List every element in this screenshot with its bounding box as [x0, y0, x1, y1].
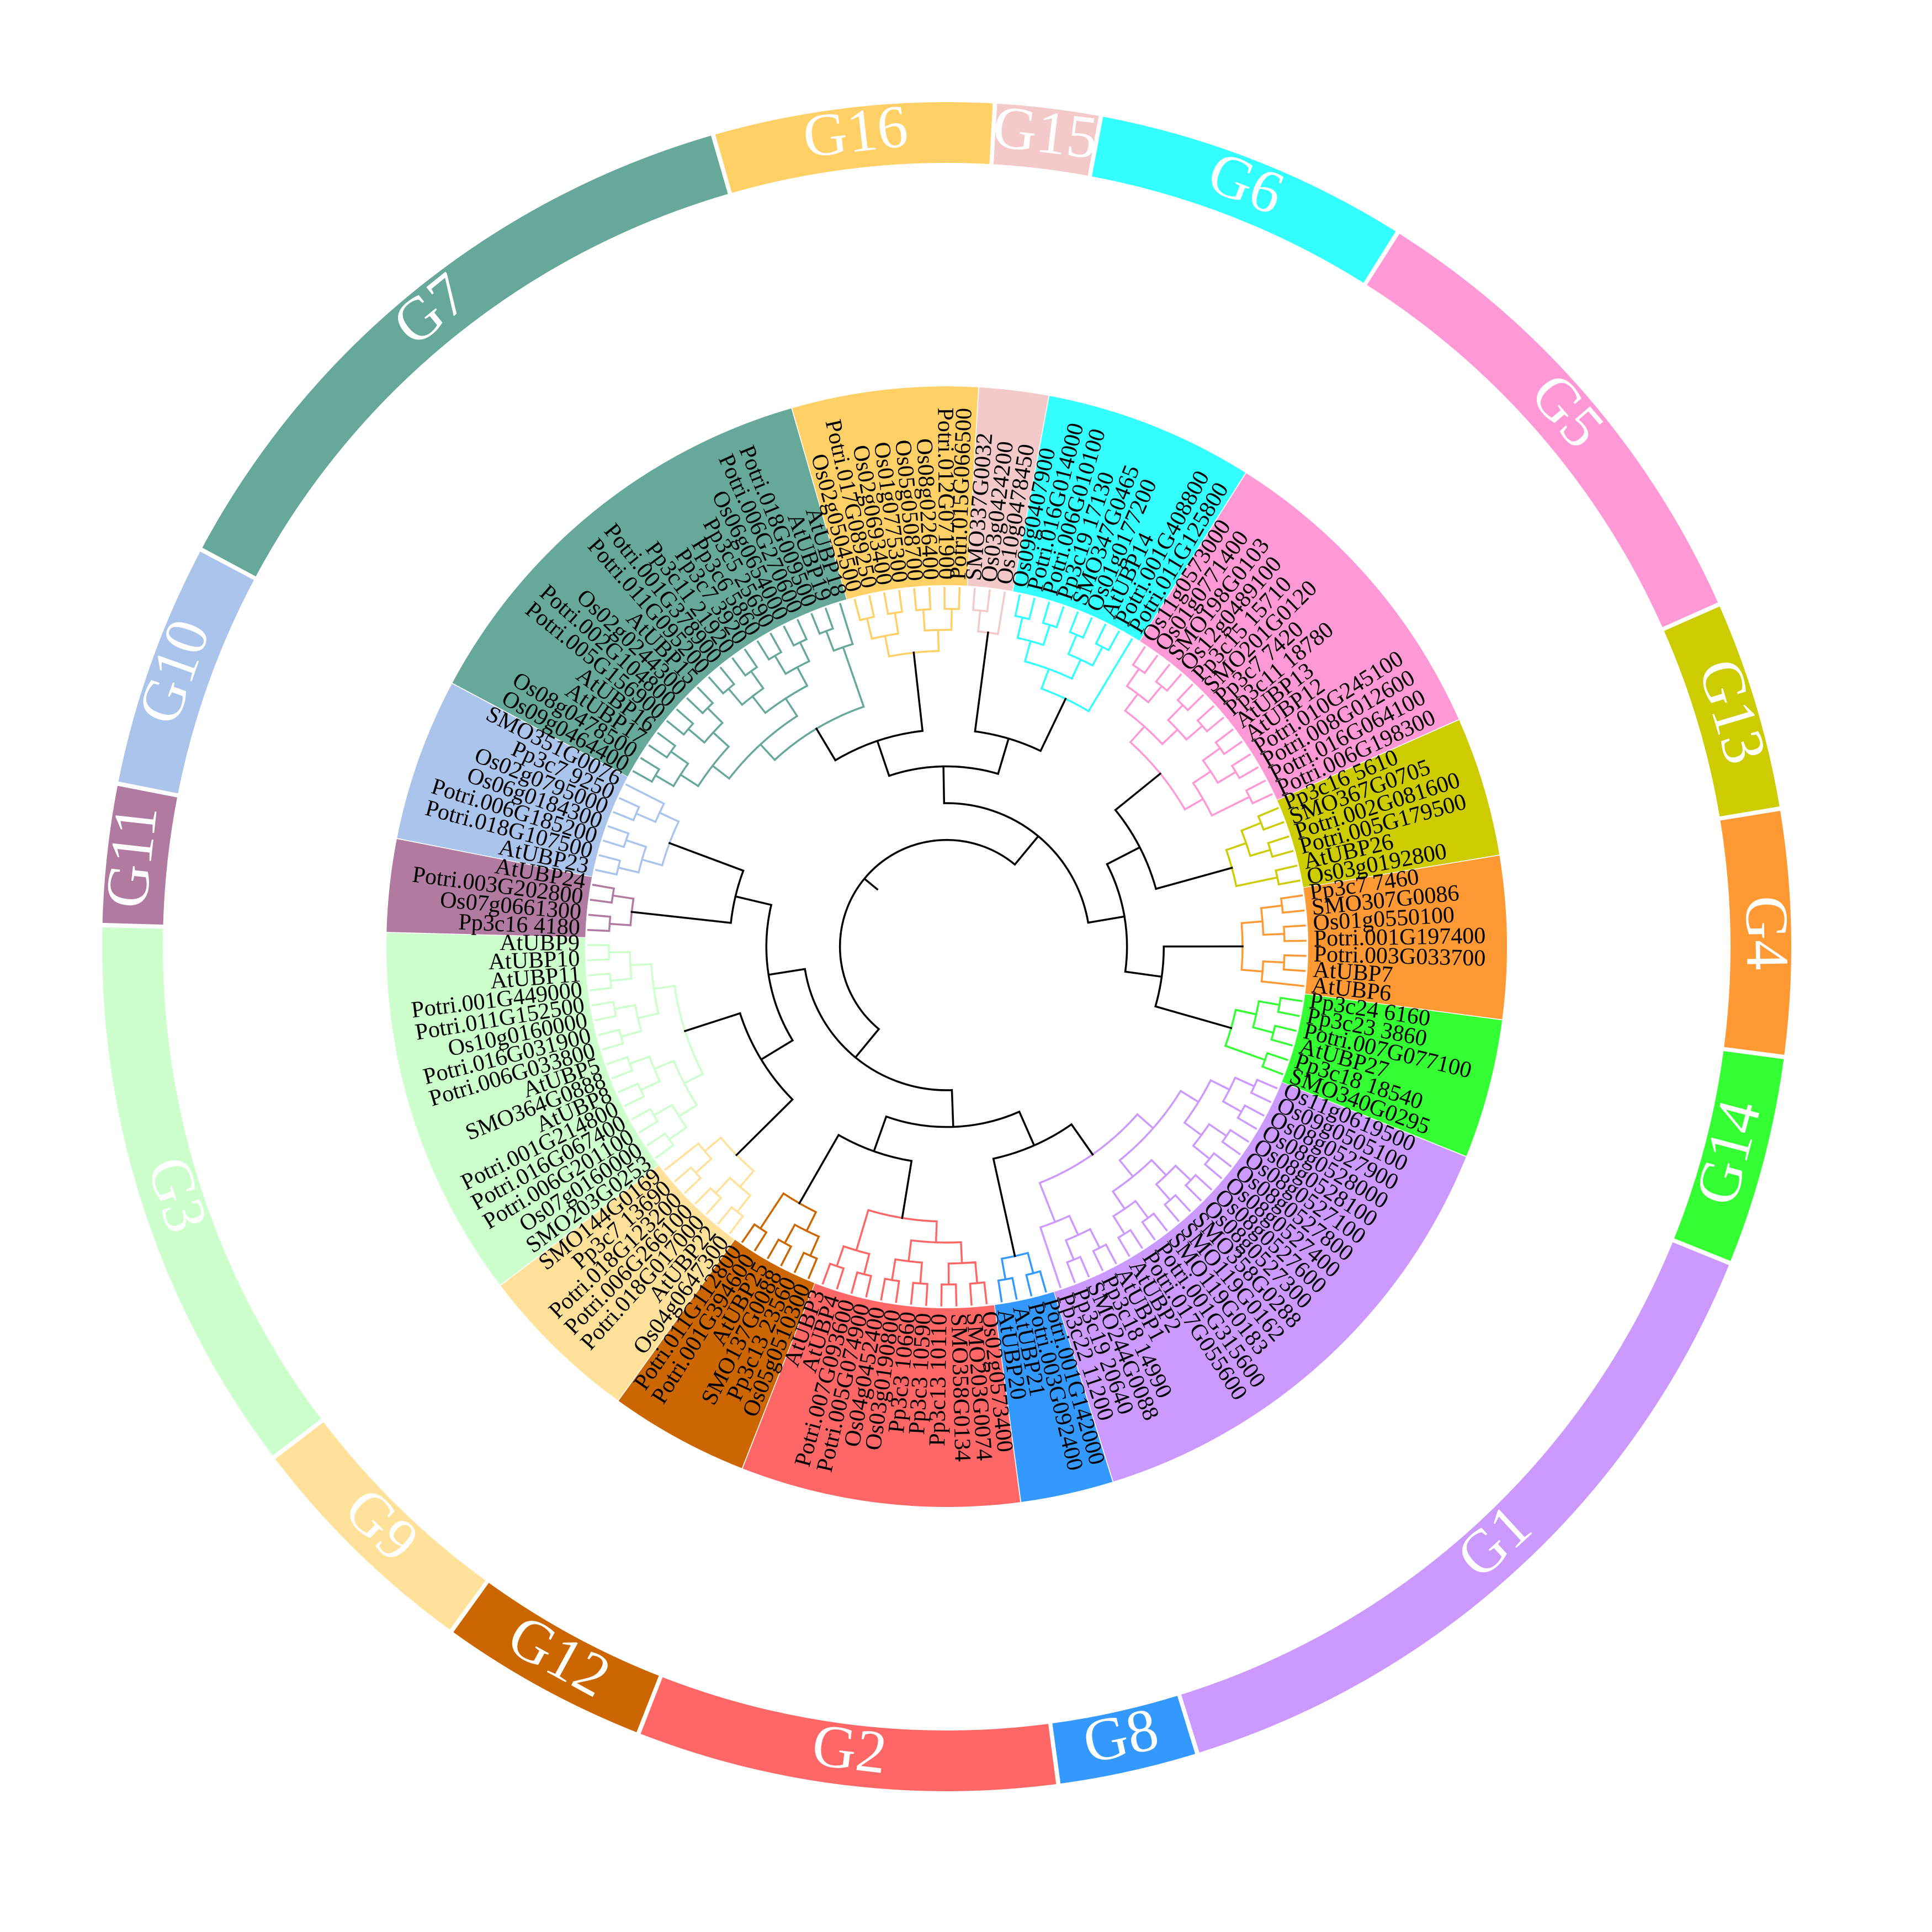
clade-sector	[386, 838, 592, 937]
leaf-label: Potri.012G071900	[932, 407, 959, 580]
group-ring-segment	[275, 1422, 486, 1630]
group-ring-segment	[1092, 116, 1396, 283]
group-ring-segment	[1674, 1051, 1784, 1261]
group-label: G8	[1077, 1695, 1164, 1776]
clade-sector	[1054, 1082, 1466, 1482]
group-label: G14	[1682, 1093, 1774, 1211]
group-ring-segment	[118, 551, 254, 794]
backbone-branches	[630, 631, 1244, 1257]
clade-branches	[587, 944, 704, 1159]
group-ring-segment	[1720, 810, 1791, 1055]
group-label: G16	[800, 92, 911, 170]
group-label: G15	[989, 92, 1101, 172]
clade-sector	[1140, 473, 1459, 800]
leaf-label: AtUBP9	[500, 930, 580, 956]
clade-branches	[1240, 894, 1307, 988]
leaf-label: Pp3c16 4180	[458, 909, 581, 940]
clade-sector	[1303, 855, 1507, 1020]
group-ring-segment	[1052, 1696, 1196, 1784]
group-ring-segment	[993, 103, 1099, 176]
leaf-label: AtUBP7	[1312, 957, 1393, 988]
clade-sector	[995, 1292, 1113, 1502]
clade-branches	[1038, 1076, 1278, 1288]
clade-sector	[618, 1239, 815, 1468]
clade-branches	[997, 1251, 1047, 1303]
group-ring-segment	[640, 1677, 1057, 1792]
group-ring-segment	[202, 135, 728, 577]
group-label: G11	[92, 802, 170, 911]
group-ring-segment	[453, 1583, 659, 1733]
group-ring-segment	[1181, 1242, 1729, 1753]
clade-branches	[664, 1136, 755, 1234]
tree-branches	[587, 587, 1307, 1307]
clade-sector	[501, 1165, 735, 1400]
clade-sectors	[386, 386, 1507, 1508]
clade-sector	[452, 408, 847, 777]
clade-branches	[1123, 646, 1273, 817]
clade-sector	[742, 1283, 1021, 1508]
group-label: G4	[1733, 895, 1801, 970]
clade-branches	[1225, 806, 1301, 888]
clade-sector	[1013, 396, 1246, 641]
clade-branches	[821, 1209, 988, 1307]
clade-branches	[741, 1192, 820, 1280]
leaf-label: Potri.015G066500	[946, 407, 977, 580]
clade-branches	[1014, 594, 1133, 713]
clade-sector	[386, 932, 659, 1285]
clade-sector	[1282, 994, 1503, 1156]
leaf-label: Pp3c13 10110	[925, 1314, 952, 1447]
group-ring-segment	[102, 927, 321, 1456]
clade-sector	[397, 683, 628, 877]
group-ring-segment	[1367, 233, 1718, 628]
clade-sector	[967, 387, 1049, 591]
clade-sector	[792, 386, 979, 599]
clade-branches	[587, 884, 635, 932]
group-ring	[102, 102, 1791, 1792]
clade-branches	[1224, 996, 1303, 1075]
group-ring-segment	[715, 102, 993, 193]
clade-branches	[595, 783, 680, 876]
leaf-labels: Os11g0619500Os09g0505100Os08g0527900Os08…	[410, 407, 1486, 1474]
leaf-label: SMO358G0134	[946, 1313, 975, 1462]
group-label: G10	[124, 611, 222, 732]
group-ring-segment	[1664, 606, 1780, 817]
group-label: G13	[1686, 652, 1780, 771]
leaf-label: Potri.003G033700	[1313, 942, 1486, 972]
clade-branches	[632, 603, 865, 788]
leaf-label: AtUBP10	[488, 946, 580, 975]
clade-branches	[853, 587, 961, 658]
group-ring-segment	[102, 785, 177, 925]
group-label: G2	[809, 1711, 890, 1786]
clade-sector	[1277, 720, 1500, 888]
clade-branches	[972, 588, 1006, 635]
leaf-label: Potri.001G197400	[1313, 923, 1485, 951]
